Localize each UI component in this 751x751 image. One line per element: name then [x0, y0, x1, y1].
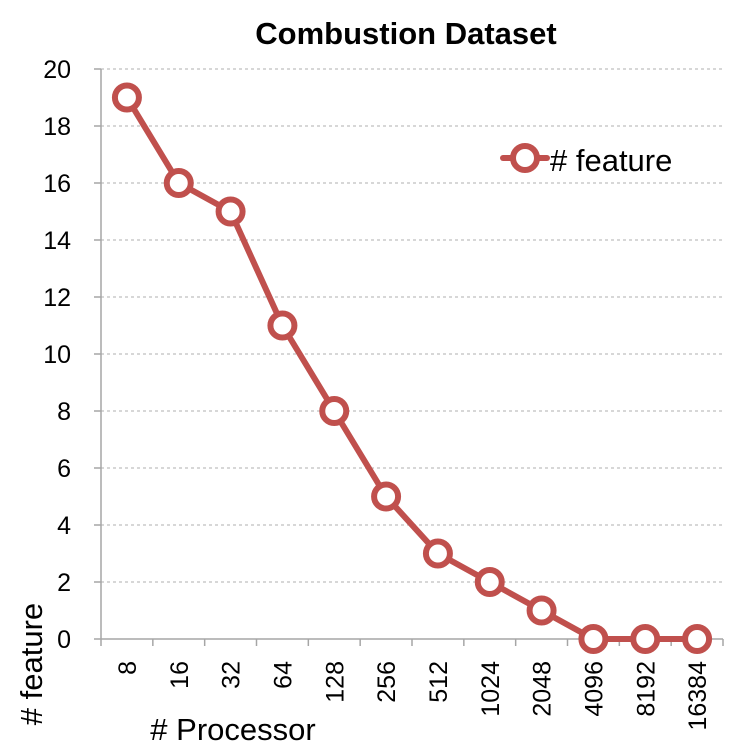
data-point	[526, 595, 557, 626]
x-tick-labels: 8 16 32 64 128 256 512 1024 2048 4096 8192 16384	[114, 661, 712, 731]
y-tick-label: 18	[43, 113, 71, 141]
y-tick-label: 6	[57, 455, 71, 483]
y-tick-label: 14	[43, 227, 71, 255]
x-tick-label: 16384	[684, 661, 712, 731]
data-point	[682, 624, 713, 654]
x-tick-label: 1024	[477, 661, 505, 717]
x-tick-label: 256	[373, 661, 401, 703]
legend-label: # feature	[550, 143, 672, 178]
series-line	[123, 94, 701, 642]
legend: # feature	[500, 143, 672, 178]
data-point	[630, 624, 661, 654]
x-tick-label: 128	[321, 661, 349, 703]
y-tick-label: 12	[43, 284, 71, 312]
x-tick-label: 64	[269, 661, 297, 689]
data-point	[319, 396, 350, 426]
y-tick-label: 4	[57, 512, 71, 540]
series-feature	[111, 82, 713, 654]
x-axis-title: # Processor	[150, 712, 315, 747]
y-axis-title: # feature	[14, 603, 49, 725]
data-point	[111, 82, 142, 113]
data-point	[474, 567, 505, 597]
y-tick-label: 10	[43, 341, 71, 369]
x-tick-label: 2048	[529, 661, 557, 717]
x-tick-label: 4096	[580, 661, 608, 717]
x-tick-label: 8192	[632, 661, 660, 717]
y-tick-label: 16	[43, 170, 71, 198]
y-tick-label: 20	[43, 56, 71, 84]
x-tick-label: 16	[166, 661, 194, 689]
x-tick-label: 32	[218, 661, 246, 689]
data-point	[578, 624, 609, 654]
y-tick-labels: 0 2 4 6 8 10 12 14 16 18 20	[43, 56, 71, 654]
data-point	[267, 310, 298, 341]
y-tick-label: 2	[57, 569, 71, 597]
data-point	[215, 196, 246, 227]
x-tick-label: 8	[114, 661, 142, 675]
data-point	[163, 168, 194, 198]
x-tick-label: 512	[425, 661, 453, 703]
y-tick-label: 0	[57, 626, 71, 654]
gridlines	[101, 68, 723, 583]
data-point	[422, 538, 453, 569]
y-tick-label: 8	[57, 398, 71, 426]
legend-marker	[510, 143, 540, 173]
data-point	[371, 481, 402, 512]
chart-title: Combustion Dataset	[255, 16, 556, 51]
